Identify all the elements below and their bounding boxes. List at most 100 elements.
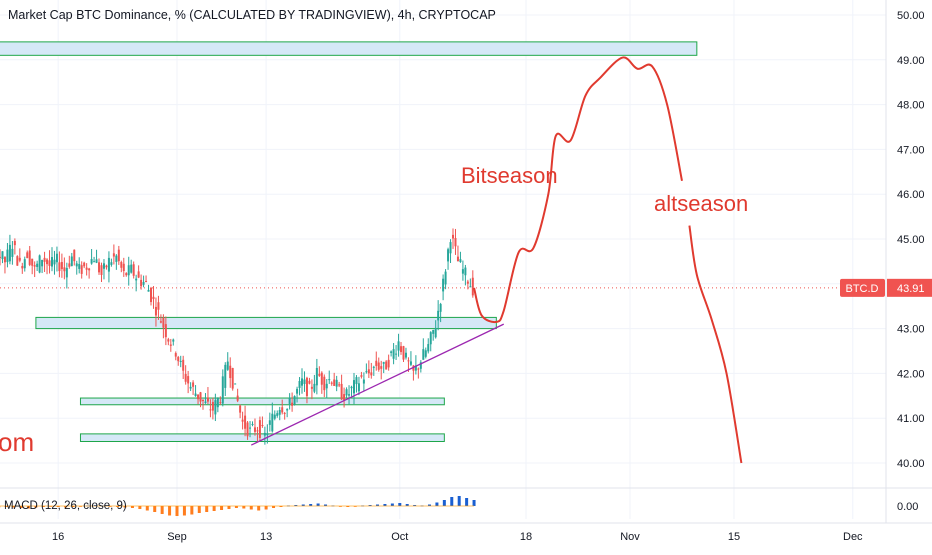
candle-body (36, 264, 38, 267)
candle-body (264, 433, 266, 436)
macd-bar (458, 496, 461, 506)
candle-body (152, 297, 154, 299)
candle-body (133, 264, 135, 276)
candle-body (269, 420, 271, 425)
last-value-label: 43.91 (897, 283, 925, 295)
candle-body (58, 262, 60, 271)
candle-body (348, 394, 350, 395)
candle-body (118, 250, 120, 261)
candle-body (274, 415, 276, 419)
y-tick-label: 50.00 (897, 10, 925, 22)
candle-body (108, 258, 110, 272)
candle-body (333, 379, 335, 385)
candle-body (331, 383, 333, 384)
candle-body (368, 369, 370, 373)
macd-bar (205, 506, 208, 512)
candle-body (66, 268, 68, 277)
candle-body (73, 250, 75, 261)
y-tick-label: 48.00 (897, 100, 925, 112)
candle-body (242, 420, 244, 422)
candle-body (306, 378, 308, 396)
macd-bar (443, 500, 446, 506)
candle-body (237, 396, 239, 401)
candle-body (370, 372, 372, 375)
candle-body (96, 259, 98, 262)
candle-body (200, 392, 202, 401)
candle-body (457, 257, 459, 262)
candle-body (442, 279, 444, 292)
candle-body (172, 340, 174, 342)
macd-bar (153, 506, 156, 512)
candle-body (454, 238, 456, 246)
candle-body (155, 307, 157, 316)
candle-body (311, 387, 313, 389)
candle-body (435, 328, 437, 337)
candle-body (217, 398, 219, 407)
candle-body (407, 360, 409, 361)
candle-body (301, 378, 303, 385)
candle-body (360, 375, 362, 377)
candle-body (380, 366, 382, 369)
y-tick-label: 43.00 (897, 324, 925, 336)
candle-body (284, 413, 286, 414)
x-tick-label: 16 (52, 531, 64, 543)
candle-body (373, 367, 375, 368)
candle-body (452, 235, 454, 239)
candle-body (308, 381, 310, 384)
macd-bar (176, 506, 179, 516)
candle-body (197, 394, 199, 399)
macd-title: MACD (12, 26, close, 9) (4, 500, 127, 512)
candle-body (229, 366, 231, 378)
candle-body (430, 332, 432, 344)
candle-body (259, 420, 261, 438)
macd-bar (183, 506, 186, 516)
x-tick-label: 18 (520, 531, 532, 543)
candle-body (160, 321, 162, 322)
candle-body (437, 311, 439, 321)
candle-body (328, 379, 330, 380)
candle-body (14, 241, 16, 245)
y-tick-label: 46.00 (897, 189, 925, 201)
candle-body (167, 339, 169, 341)
zone-support-mid (80, 398, 444, 405)
candle-body (467, 282, 469, 284)
y-tick-label: 47.00 (897, 144, 925, 156)
candle-body (432, 330, 434, 334)
macd-bar (257, 506, 260, 511)
macd-bar (265, 506, 268, 510)
candle-body (128, 265, 130, 275)
candle-body (202, 400, 204, 401)
y-tick-label: 45.00 (897, 234, 925, 246)
macd-y-tick-label: 0.00 (897, 501, 918, 513)
candle-body (313, 384, 315, 392)
candle-body (34, 265, 36, 266)
candle-body (254, 427, 256, 431)
candle-body (78, 264, 80, 269)
candle-body (405, 353, 407, 358)
macd-bar (190, 506, 193, 515)
candle-body (459, 259, 461, 262)
x-tick-label: Sep (167, 531, 187, 543)
candle-body (165, 324, 167, 337)
candle-body (63, 267, 65, 271)
candle-body (321, 373, 323, 385)
candle-body (261, 425, 263, 426)
candle-body (338, 384, 340, 385)
chart-title: Market Cap BTC Dominance, % (CALCULATED … (8, 8, 496, 22)
candle-body (358, 383, 360, 391)
zone-resistance-top (0, 42, 697, 55)
candle-body (56, 254, 58, 262)
candle-body (150, 288, 152, 302)
candle-body (138, 271, 140, 277)
annotation-clipped: om (0, 427, 34, 458)
candle-body (125, 273, 127, 275)
candle-body (19, 258, 21, 261)
macd-bar (161, 506, 164, 514)
candle-body (39, 255, 41, 272)
candle-body (343, 394, 345, 400)
candle-body (425, 350, 427, 356)
candle-body (101, 265, 103, 275)
candle-body (353, 380, 355, 393)
candle-body (224, 365, 226, 388)
